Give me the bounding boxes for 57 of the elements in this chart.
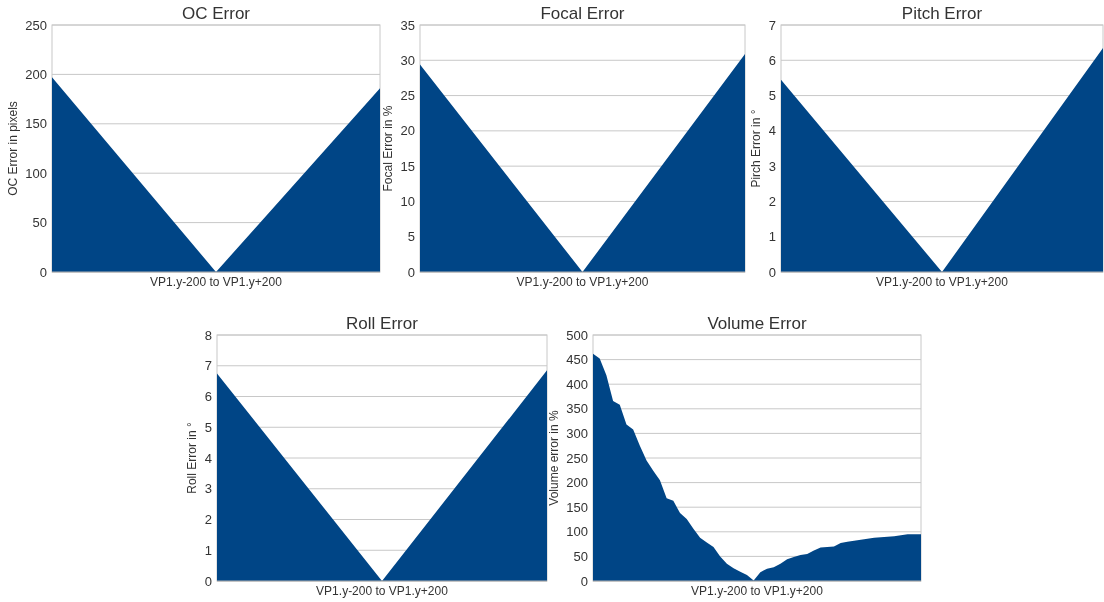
- chart-title: OC Error: [182, 4, 251, 23]
- y-tick-label: 3: [768, 158, 776, 174]
- y-tick-label: 15: [400, 158, 415, 174]
- y-tick-label: 50: [573, 548, 588, 564]
- y-axis-title: Volume error in %: [547, 409, 561, 506]
- chart-title: Roll Error: [346, 314, 419, 333]
- y-tick-label: 350: [566, 401, 588, 417]
- y-tick-label: 3: [204, 481, 212, 497]
- y-tick-label: 400: [566, 376, 588, 392]
- y-tick-label: 200: [566, 475, 588, 491]
- y-tick-label: 8: [204, 327, 212, 343]
- y-tick-label: 7: [768, 17, 776, 33]
- y-tick-label: 200: [25, 66, 47, 82]
- x-axis-title: VP1.y-200 to VP1.y+200: [316, 584, 449, 598]
- y-tick-label: 4: [204, 450, 212, 466]
- chart-title: Pitch Error: [901, 4, 983, 23]
- y-axis-title: Pirch Error in °: [749, 109, 763, 188]
- y-tick-label: 2: [204, 512, 212, 528]
- y-tick-label: 5: [407, 229, 415, 245]
- y-tick-label: 0: [204, 573, 212, 589]
- y-tick-label: 250: [25, 17, 47, 33]
- y-tick-label: 2: [768, 193, 776, 209]
- y-axis-title: Roll Error in °: [185, 422, 199, 494]
- x-axis-title: VP1.y-200 to VP1.y+200: [691, 584, 824, 598]
- y-tick-label: 25: [400, 88, 415, 104]
- chart-title: Volume Error: [707, 314, 807, 333]
- y-tick-label: 7: [204, 358, 212, 374]
- y-tick-label: 6: [204, 389, 212, 405]
- y-tick-label: 10: [400, 193, 415, 209]
- y-tick-label: 1: [204, 542, 212, 558]
- y-tick-label: 100: [566, 524, 588, 540]
- y-tick-label: 5: [204, 419, 212, 435]
- y-tick-label: 1: [768, 229, 776, 245]
- x-axis-title: VP1.y-200 to VP1.y+200: [876, 275, 1009, 289]
- y-tick-label: 6: [768, 52, 776, 68]
- y-tick-label: 50: [32, 215, 47, 231]
- y-tick-label: 150: [25, 116, 47, 132]
- y-tick-label: 0: [39, 264, 47, 280]
- y-tick-label: 0: [580, 573, 588, 589]
- y-tick-label: 5: [768, 88, 776, 104]
- y-axis-title: OC Error in pixels: [6, 101, 20, 196]
- y-tick-label: 100: [25, 165, 47, 181]
- chart-title: Focal Error: [540, 4, 625, 23]
- y-tick-label: 0: [768, 264, 776, 280]
- y-tick-label: 500: [566, 327, 588, 343]
- x-axis-title: VP1.y-200 to VP1.y+200: [516, 275, 649, 289]
- y-axis-title: Focal Error in %: [381, 105, 395, 192]
- y-tick-label: 20: [400, 123, 415, 139]
- y-tick-label: 150: [566, 499, 588, 515]
- y-tick-label: 30: [400, 52, 415, 68]
- y-tick-label: 300: [566, 425, 588, 441]
- x-axis-title: VP1.y-200 to VP1.y+200: [150, 275, 283, 289]
- y-tick-label: 4: [768, 123, 776, 139]
- y-tick-label: 0: [407, 264, 415, 280]
- y-tick-label: 450: [566, 352, 588, 368]
- y-tick-label: 250: [566, 450, 588, 466]
- y-tick-label: 35: [400, 17, 415, 33]
